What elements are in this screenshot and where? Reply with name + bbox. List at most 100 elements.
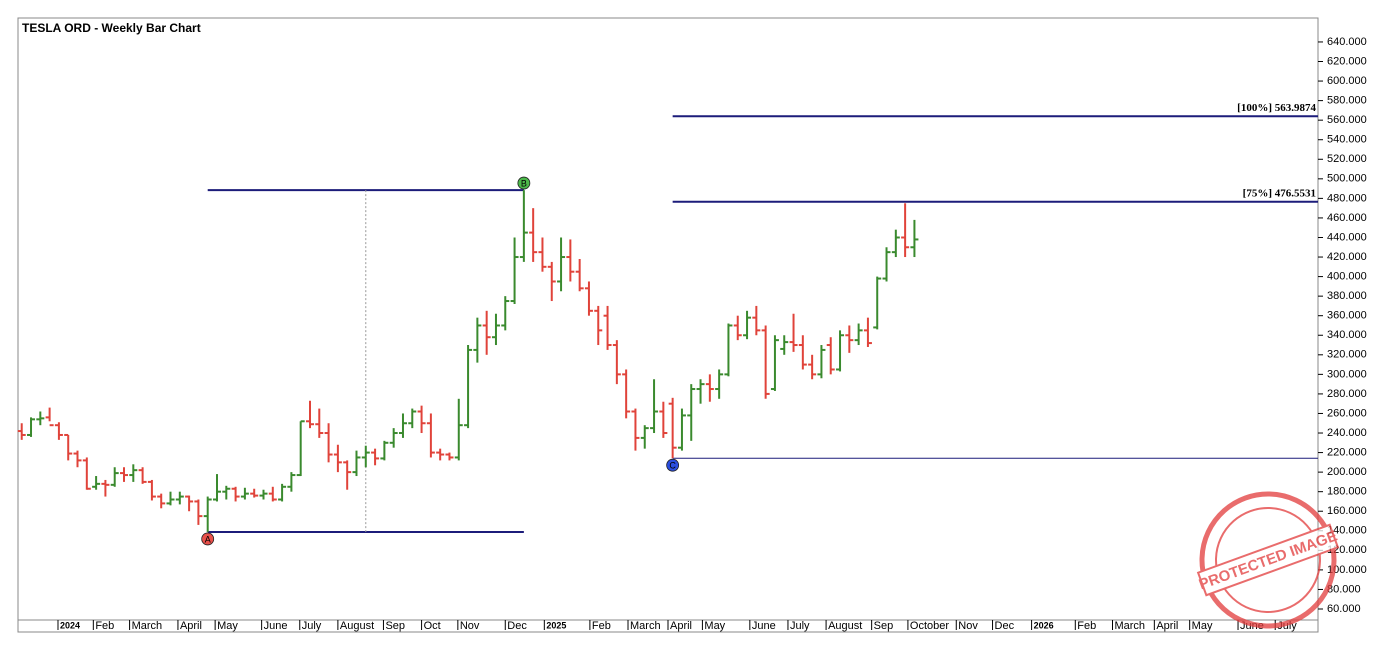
ohlc-bar <box>491 313 500 346</box>
ohlc-bar <box>780 335 789 355</box>
x-tick-label: Sep <box>385 620 405 632</box>
ohlc-bar <box>622 369 631 419</box>
chart-title: TESLA ORD - Weekly Bar Chart <box>22 21 201 35</box>
x-tick-label: Dec <box>507 620 527 632</box>
x-tick-label: Oct <box>424 620 441 632</box>
ohlc-bar <box>454 398 463 461</box>
ohlc-bar <box>268 486 277 502</box>
pivot-label: B <box>521 178 527 188</box>
ohlc-bar <box>836 330 845 372</box>
ohlc-bar <box>891 229 900 258</box>
y-tick-label: 300.000 <box>1327 368 1367 380</box>
x-tick-label: May <box>704 620 725 632</box>
ohlc-bar <box>631 408 640 451</box>
x-tick-label: June <box>752 620 776 632</box>
y-tick-label: 400.000 <box>1327 270 1367 282</box>
ohlc-bar <box>203 496 212 532</box>
ohlc-bar <box>557 237 566 292</box>
x-tick-label: April <box>1156 620 1178 632</box>
y-tick-label: 220.000 <box>1327 446 1367 458</box>
ohlc-bar <box>575 258 584 292</box>
ohlc-bar <box>566 239 575 282</box>
y-tick-label: 540.000 <box>1327 134 1367 146</box>
y-tick-label: 340.000 <box>1327 329 1367 341</box>
ohlc-bar <box>73 450 82 468</box>
ohlc-bar <box>882 247 891 282</box>
ohlc-bar <box>845 325 854 353</box>
ohlc-bar <box>157 493 166 509</box>
x-tick-label: July <box>790 620 810 632</box>
ohlc-bar <box>743 310 752 340</box>
ohlc-bar <box>426 413 435 458</box>
ohlc-bar <box>259 489 268 500</box>
ohlc-bar <box>371 448 380 466</box>
ohlc-bar <box>724 323 733 377</box>
y-tick-label: 600.000 <box>1327 75 1367 87</box>
ohlc-bar <box>212 474 221 502</box>
x-tick-label: Feb <box>95 620 114 632</box>
y-tick-label: 460.000 <box>1327 212 1367 224</box>
y-tick-label: 240.000 <box>1327 427 1367 439</box>
ohlc-bar <box>436 448 445 461</box>
ohlc-bar <box>352 450 361 477</box>
y-tick-label: 380.000 <box>1327 290 1367 302</box>
ohlc-bar <box>770 335 779 391</box>
ohlc-bar <box>519 190 528 262</box>
y-tick-label: 200.000 <box>1327 466 1367 478</box>
ohlc-bar <box>36 411 45 426</box>
ohlc-bar <box>510 237 519 304</box>
projection-label: [100%] 563.9874 <box>1237 102 1316 114</box>
ohlc-bar <box>715 369 724 399</box>
ohlc-bar <box>287 472 296 492</box>
ohlc-bar <box>250 488 259 498</box>
ohlc-bar <box>27 417 36 437</box>
ohlc-bar <box>538 237 547 272</box>
x-tick-label: April <box>180 620 202 632</box>
ohlc-bar <box>808 354 817 380</box>
ohlc-bar <box>166 491 175 506</box>
ohlc-bar <box>677 408 686 451</box>
ohlc-bar <box>445 452 454 461</box>
ohlc-bar <box>901 203 910 258</box>
ohlc-bar <box>798 335 807 370</box>
ohlc-bar <box>222 485 231 500</box>
x-tick-label: Feb <box>1077 620 1096 632</box>
ohlc-bar <box>752 305 761 336</box>
x-tick-label: 2026 <box>1034 620 1054 630</box>
ohlc-bar <box>584 281 593 316</box>
ohlc-bar <box>138 467 147 484</box>
ohlc-bar <box>668 397 677 459</box>
y-tick-label: 260.000 <box>1327 407 1367 419</box>
ohlc-bar <box>789 313 798 352</box>
ohlc-bar <box>640 425 649 449</box>
ohlc-bar <box>817 345 826 379</box>
ohlc-bar <box>696 379 705 404</box>
ohlc-bar <box>92 476 101 490</box>
x-tick-label: Dec <box>995 620 1015 632</box>
y-tick-label: 580.000 <box>1327 95 1367 107</box>
stamp-band <box>1196 523 1340 597</box>
ohlc-bar <box>873 276 882 330</box>
y-tick-label: 280.000 <box>1327 388 1367 400</box>
x-tick-label: April <box>670 620 692 632</box>
ohlc-bar <box>687 384 696 441</box>
x-tick-label: July <box>302 620 322 632</box>
ohlc-bar <box>464 345 473 429</box>
ohlc-bar <box>110 467 119 487</box>
ohlc-bar <box>650 379 659 434</box>
y-tick-label: 100.000 <box>1327 564 1367 576</box>
ohlc-bar <box>482 310 491 355</box>
ohlc-bar <box>380 440 389 461</box>
pivot-point <box>517 176 531 190</box>
ohlc-bar <box>129 464 138 482</box>
ohlc-bar <box>473 317 482 363</box>
ohlc-bar <box>733 315 742 341</box>
ohlc-bar <box>501 296 510 331</box>
ohlc-bar <box>278 483 287 502</box>
plot-frame <box>17 17 1319 633</box>
ohlc-bar <box>101 479 110 497</box>
ohlc-bar <box>910 219 919 258</box>
ohlc-bar <box>408 408 417 429</box>
ohlc-bar <box>296 420 305 477</box>
ohlc-bar <box>120 467 129 482</box>
